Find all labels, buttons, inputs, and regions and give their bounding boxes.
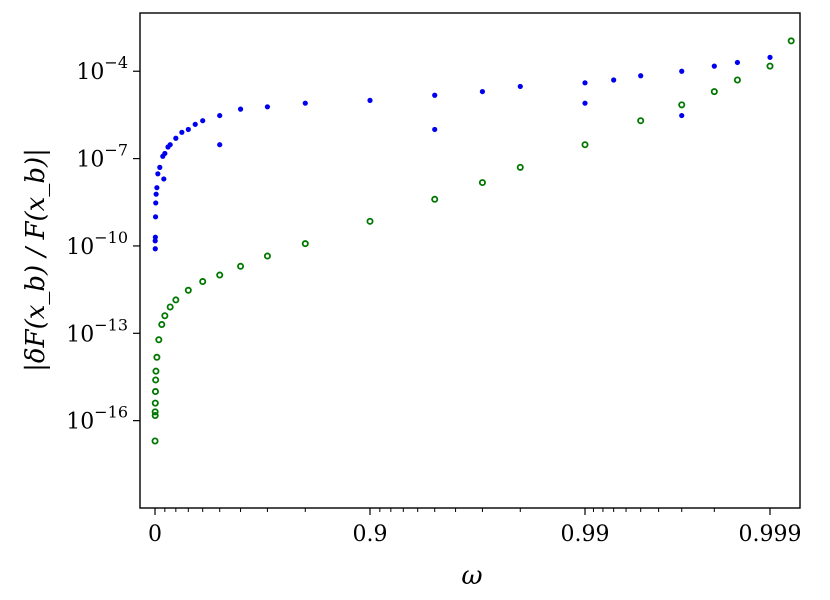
- series-1-point: [679, 112, 685, 119]
- y-tick-label: 10−16: [66, 403, 128, 435]
- series-2-point: [678, 101, 686, 109]
- series-2-point: [151, 408, 159, 416]
- x-axis-label: ω: [461, 561, 482, 591]
- series-2: [151, 37, 795, 445]
- series-1-point: [217, 112, 223, 119]
- series-1: [152, 54, 773, 252]
- series-1-point: [154, 185, 160, 191]
- series-1-point: [152, 234, 158, 240]
- series-2-point: [581, 141, 589, 149]
- series-2-point: [172, 296, 180, 304]
- series-1-point: [734, 59, 741, 66]
- series-1-point: [367, 97, 373, 103]
- plot-marks: [151, 37, 795, 445]
- x-tick-label: 0.99: [561, 522, 610, 547]
- series-2-point: [152, 367, 160, 375]
- series-2-point: [431, 195, 439, 203]
- x-tick-label: 0.999: [739, 522, 802, 547]
- series-1-point: [432, 126, 438, 133]
- series-1-point: [679, 68, 685, 74]
- series-1-point: [155, 171, 161, 177]
- series-2-point: [478, 179, 486, 187]
- series-1-point: [185, 126, 191, 133]
- series-2-point: [516, 163, 524, 171]
- series-2-point: [151, 399, 159, 407]
- series-1-point: [162, 150, 168, 157]
- series-1-point: [152, 246, 158, 252]
- series-2-point: [237, 262, 245, 270]
- series-1-point: [711, 63, 717, 69]
- y-tick-label: 10−10: [66, 228, 128, 260]
- series-2-point: [766, 62, 774, 70]
- series-2-point: [366, 217, 374, 225]
- series-2-point: [161, 312, 169, 320]
- y-tick-label: 10−7: [76, 141, 128, 173]
- series-2-point: [710, 88, 718, 96]
- series-2-point: [263, 252, 271, 260]
- series-2-point: [153, 353, 161, 361]
- y-tick-label: 10−4: [76, 53, 128, 85]
- series-2-point: [166, 303, 174, 311]
- series-1-point: [582, 80, 588, 86]
- y-axis: 10−4 10−7 10−10 10−13 10−16: [66, 53, 140, 435]
- series-1-point: [767, 54, 773, 60]
- plot-frame: [139, 12, 801, 509]
- series-1-point: [432, 92, 438, 98]
- series-1-point: [152, 214, 159, 220]
- series-1-point: [517, 83, 523, 90]
- x-tick-label: 0: [148, 522, 162, 547]
- series-2-point: [637, 117, 645, 125]
- y-axis-label: |δF(x_b) / F(x_b)|: [21, 148, 51, 372]
- series-2-point: [151, 412, 159, 420]
- series-2-point: [733, 76, 741, 84]
- series-1-point: [200, 118, 206, 124]
- series-2-point: [301, 240, 309, 248]
- y-tick-label: 10−13: [66, 315, 128, 347]
- series-2-point: [151, 437, 159, 445]
- series-1-point: [479, 88, 486, 95]
- series-1-point: [638, 73, 644, 79]
- series-2-point: [155, 336, 163, 344]
- series-2-point: [151, 388, 159, 396]
- series-2-point: [158, 321, 166, 329]
- series-1-point: [611, 77, 617, 83]
- series-2-point: [787, 37, 795, 45]
- series-1-point: [217, 142, 223, 148]
- x-axis: 0 0.9 0.99 0.999: [148, 508, 801, 547]
- series-1-point: [582, 100, 588, 106]
- series-1-point: [173, 135, 179, 141]
- series-2-point: [184, 286, 192, 294]
- series-2-point: [199, 278, 207, 286]
- series-1-point: [179, 129, 185, 135]
- series-1-point: [264, 104, 271, 110]
- series-1-point: [161, 176, 167, 182]
- series-1-point: [302, 100, 308, 106]
- series-1-point: [153, 200, 159, 206]
- series-1-point: [192, 121, 198, 127]
- series-1-point: [167, 142, 173, 148]
- series-1-point: [157, 164, 163, 170]
- series-2-point: [152, 376, 160, 384]
- series-2-point: [216, 271, 224, 279]
- x-tick-label: 0.9: [353, 522, 388, 547]
- series-1-point: [237, 106, 244, 112]
- series-1-point: [153, 191, 159, 197]
